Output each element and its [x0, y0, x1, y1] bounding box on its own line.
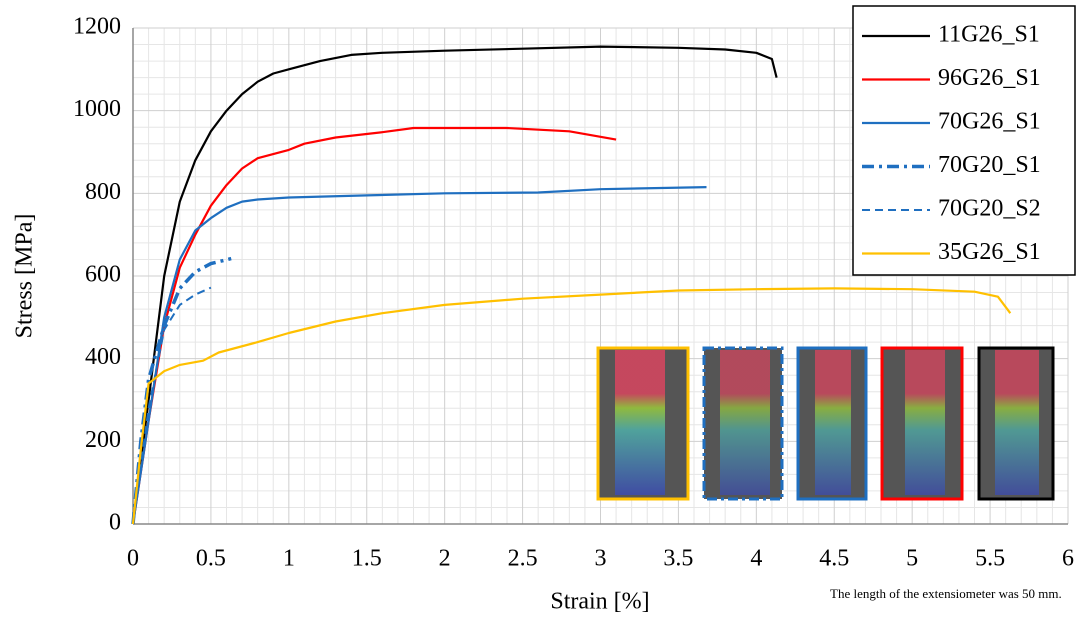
x-axis-label: Strain [%]: [550, 589, 649, 615]
legend-box: [852, 5, 1076, 276]
legend-label: 70G20_S1: [938, 152, 1041, 178]
series-line: [132, 286, 212, 525]
y-tick-label: 800: [85, 179, 121, 205]
series-line: [131, 186, 707, 525]
legend-label: 70G26_S1: [938, 109, 1041, 135]
legend-label: 11G26_S1: [938, 22, 1040, 48]
y-tick-label: 1000: [73, 96, 121, 122]
y-tick-label: 600: [85, 262, 121, 288]
x-tick-label: 2: [439, 546, 451, 572]
series-line: [131, 45, 778, 525]
x-tick-label: 1.5: [352, 546, 382, 572]
series-line: [131, 287, 1012, 525]
x-tick-label: 6: [1062, 546, 1074, 572]
y-tick-label: 0: [109, 510, 121, 536]
annotation: The length of the extensiometer was 50 m…: [830, 586, 1062, 601]
y-tick-label: 400: [85, 344, 121, 370]
x-tick-label: 1: [283, 546, 295, 572]
legend-label: 35G26_S1: [938, 239, 1041, 265]
y-tick-label: 1200: [73, 14, 121, 40]
y-tick-label: 200: [85, 427, 121, 453]
x-tick-label: 0: [127, 546, 139, 572]
x-tick-label: 4.5: [819, 546, 849, 572]
legend-label: 70G20_S2: [938, 196, 1041, 222]
x-tick-label: 4: [750, 546, 762, 572]
x-tick-label: 5: [906, 546, 918, 572]
x-tick-label: 0.5: [196, 546, 226, 572]
x-tick-label: 3: [595, 546, 607, 572]
x-tick-label: 3.5: [663, 546, 693, 572]
y-axis-label: Stress [MPa]: [12, 214, 38, 339]
legend-label: 96G26_S1: [938, 65, 1041, 91]
inset-images: [596, 346, 1055, 501]
series-line: [131, 126, 617, 525]
x-tick-label: 2.5: [508, 546, 538, 572]
x-tick-label: 5.5: [975, 546, 1005, 572]
